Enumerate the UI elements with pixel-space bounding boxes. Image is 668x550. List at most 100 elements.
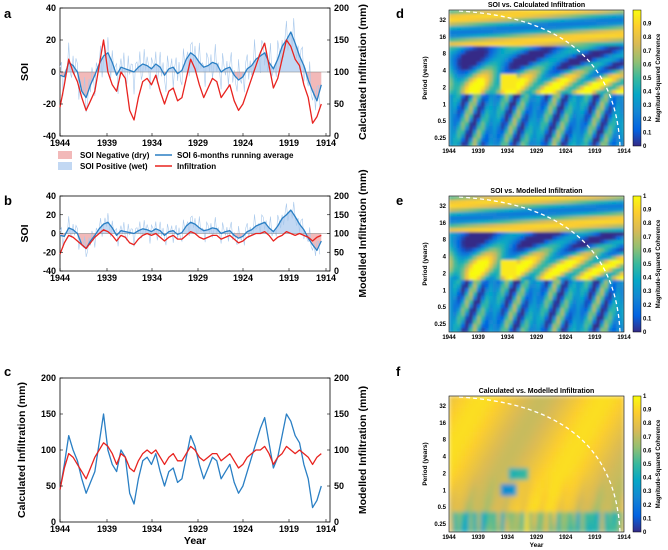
heatmap-cell	[500, 82, 506, 87]
heatmap-cell	[616, 58, 621, 63]
heatmap-cell	[576, 292, 581, 297]
heatmap-cell	[492, 304, 498, 309]
heatmap-cell	[452, 516, 458, 521]
heatmap-cell	[528, 256, 534, 261]
heatmap-cell	[592, 484, 597, 489]
heatmap-cell	[456, 74, 462, 79]
heatmap-cell	[520, 94, 526, 99]
heatmap-cell	[544, 280, 550, 285]
heatmap-cell	[528, 228, 534, 233]
heatmap-cell	[532, 62, 538, 67]
heatmap-cell	[552, 90, 557, 95]
heatmap-cell	[600, 436, 605, 441]
heatmap-x-tick-d: 1929	[530, 149, 544, 155]
heatmap-cell	[596, 492, 601, 497]
heatmap-cell	[556, 34, 561, 39]
heatmap-cell	[612, 196, 617, 201]
heatmap-cell	[584, 496, 589, 501]
heatmap-cell	[580, 288, 585, 293]
heatmap-cell	[512, 476, 518, 481]
heatmap-cell	[580, 436, 585, 441]
heatmap-cell	[488, 284, 494, 289]
heatmap-cell	[608, 86, 613, 91]
heatmap-cell	[572, 256, 577, 261]
heatmap-cell	[536, 134, 542, 139]
heatmap-cell	[584, 448, 589, 453]
colorbar-tick-e: 0.8	[643, 221, 652, 227]
heatmap-cell	[580, 240, 585, 245]
heatmap-cell	[460, 480, 466, 485]
heatmap-cell	[544, 38, 550, 43]
heatmap-cell	[604, 26, 609, 31]
heatmap-cell	[516, 34, 522, 39]
heatmap-cell	[520, 396, 526, 401]
heatmap-cell	[492, 268, 498, 273]
heatmap-cell	[504, 10, 510, 15]
heatmap-cell	[560, 58, 565, 63]
heatmap-cell	[449, 66, 454, 71]
heatmap-cell	[612, 308, 617, 313]
heatmap-cell	[588, 420, 593, 425]
heatmap-cell	[520, 304, 526, 309]
heatmap-cell	[484, 94, 490, 99]
heatmap-cell	[532, 22, 538, 27]
heatmap-cell	[584, 272, 589, 277]
heatmap-cell	[536, 110, 542, 115]
heatmap-cell	[608, 488, 613, 493]
heatmap-cell	[604, 14, 609, 19]
heatmap-cell	[524, 480, 530, 485]
heatmap-cell	[620, 130, 624, 135]
heatmap-cell	[584, 484, 589, 489]
heatmap-cell	[556, 508, 561, 513]
heatmap-cell	[488, 82, 494, 87]
heatmap-cell	[548, 412, 554, 417]
heatmap-cell	[456, 134, 462, 139]
heatmap-cell	[600, 204, 605, 209]
heatmap-cell	[616, 452, 621, 457]
heatmap-cell	[584, 236, 589, 241]
heatmap-cell	[616, 30, 621, 35]
heatmap-cell	[600, 308, 605, 313]
heatmap-cell	[616, 228, 621, 233]
heatmap-cell	[480, 412, 486, 417]
heatmap-cell	[600, 508, 605, 513]
heatmap-cell	[504, 114, 510, 119]
heatmap-cell	[492, 284, 498, 289]
heatmap-cell	[592, 288, 597, 293]
heatmap-cell	[500, 42, 506, 47]
heatmap-cell	[496, 252, 502, 257]
heatmap-cell	[516, 324, 522, 329]
heatmap-cell	[592, 256, 597, 261]
heatmap-cell	[480, 90, 486, 95]
heatmap-cell	[456, 204, 462, 209]
heatmap-cell	[552, 78, 557, 83]
heatmap-cell	[460, 212, 466, 217]
heatmap-cell	[588, 280, 593, 285]
heatmap-cell	[560, 456, 565, 461]
heatmap-cell	[484, 488, 490, 493]
heatmap-cell	[620, 42, 624, 47]
heatmap-cell	[556, 512, 561, 517]
heatmap-cell	[464, 114, 470, 119]
heatmap-y-tick-e: 16	[439, 221, 446, 227]
heatmap-cell	[476, 42, 482, 47]
heatmap-cell	[508, 114, 514, 119]
heatmap-cell	[600, 122, 605, 127]
heatmap-cell	[524, 320, 530, 325]
heatmap-cell	[608, 424, 613, 429]
heatmap-cell	[452, 42, 458, 47]
colorbar-tick-f: 0.7	[643, 435, 652, 441]
heatmap-cell	[480, 220, 486, 225]
heatmap-cell	[556, 208, 561, 213]
heatmap-cell	[568, 304, 573, 309]
heatmap-cell	[568, 504, 573, 509]
heatmap-cell	[496, 114, 502, 119]
heatmap-cell	[520, 476, 526, 481]
heatmap-cell	[476, 268, 482, 273]
heatmap-cell	[544, 86, 550, 91]
heatmap-cell	[592, 260, 597, 265]
heatmap-cell	[572, 74, 577, 79]
heatmap-cell	[544, 452, 550, 457]
heatmap-cell	[512, 280, 518, 285]
heatmap-cell	[552, 452, 557, 457]
